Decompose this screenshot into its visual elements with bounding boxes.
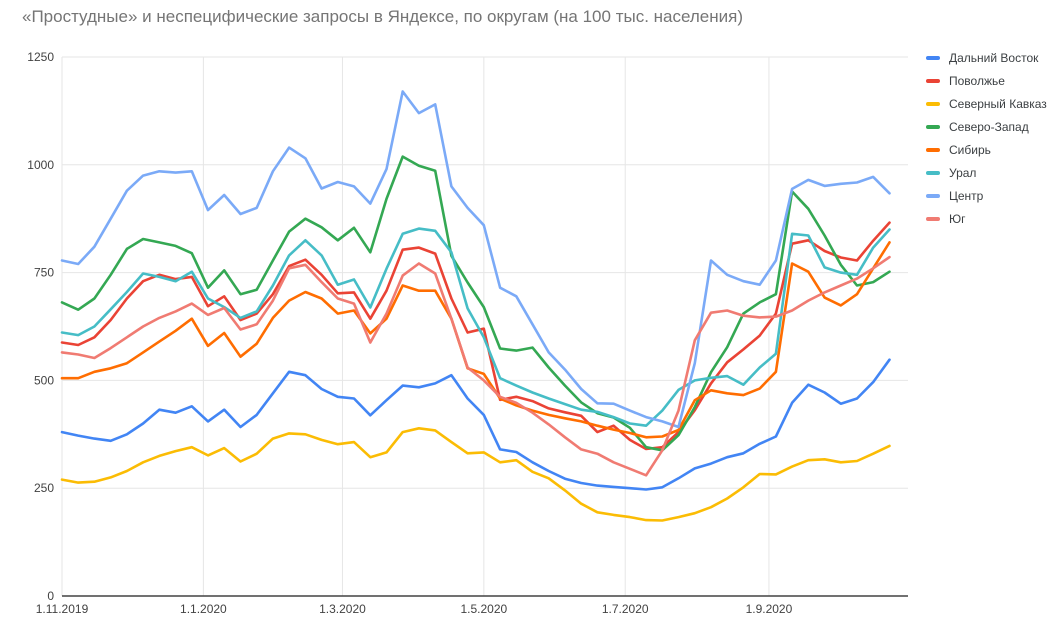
y-axis-tick-label: 750 — [34, 266, 54, 280]
x-axis-tick-label: 1.1.2020 — [180, 602, 227, 616]
y-axis-tick-label: 0 — [47, 589, 54, 603]
legend-label: Сибирь — [949, 142, 991, 157]
series-line-Дальний Восток — [60, 358, 891, 491]
legend-swatch-icon — [926, 216, 940, 221]
legend-label: Центр — [949, 188, 984, 203]
x-axis-tick-label: 1.11.2019 — [36, 602, 89, 616]
series-line-Северный Кавказ — [60, 426, 891, 522]
legend-swatch-icon — [926, 101, 940, 106]
legend-swatch-icon — [926, 55, 940, 60]
legend-item: Поволжье — [926, 69, 1047, 92]
y-axis-tick-label: 250 — [34, 481, 54, 495]
legend-item: Юг — [926, 207, 1047, 230]
series-line-Урал — [60, 227, 891, 428]
series-line-Юг — [60, 255, 891, 477]
y-axis-tick-label: 500 — [34, 373, 54, 387]
x-axis-tick-label: 1.5.2020 — [460, 602, 507, 616]
legend-label: Дальний Восток — [949, 50, 1039, 65]
x-axis-tick-label: 1.9.2020 — [746, 602, 793, 616]
legend-label: Юг — [949, 211, 966, 226]
legend-label: Северо-Запад — [949, 119, 1029, 134]
legend-swatch-icon — [926, 147, 940, 152]
x-axis-tick-label: 1.3.2020 — [319, 602, 366, 616]
legend-swatch-icon — [926, 193, 940, 198]
legend-item: Северный Кавказ — [926, 92, 1047, 115]
legend-label: Северный Кавказ — [949, 96, 1047, 111]
y-axis-tick-label: 1250 — [27, 50, 54, 64]
legend-label: Урал — [949, 165, 977, 180]
legend-label: Поволжье — [949, 73, 1005, 88]
legend: Дальний Восток Поволжье Северный Кавказ Сев… — [926, 46, 1047, 230]
legend-swatch-icon — [926, 170, 940, 175]
series-line-Центр — [60, 90, 891, 429]
legend-swatch-icon — [926, 124, 940, 129]
legend-item: Дальний Восток — [926, 46, 1047, 69]
x-axis-tick-label: 1.7.2020 — [602, 602, 649, 616]
legend-item: Урал — [926, 161, 1047, 184]
chart-title: «Простудные» и неспецифические запросы в… — [22, 7, 743, 26]
legend-swatch-icon — [926, 78, 940, 83]
series-line-Сибирь — [60, 241, 891, 439]
legend-item: Северо-Запад — [926, 115, 1047, 138]
series-line-Северо-Запад — [60, 155, 891, 452]
series-line-Поволжье — [60, 221, 891, 451]
y-axis-tick-label: 1000 — [27, 158, 54, 172]
legend-item: Сибирь — [926, 138, 1047, 161]
legend-item: Центр — [926, 184, 1047, 207]
